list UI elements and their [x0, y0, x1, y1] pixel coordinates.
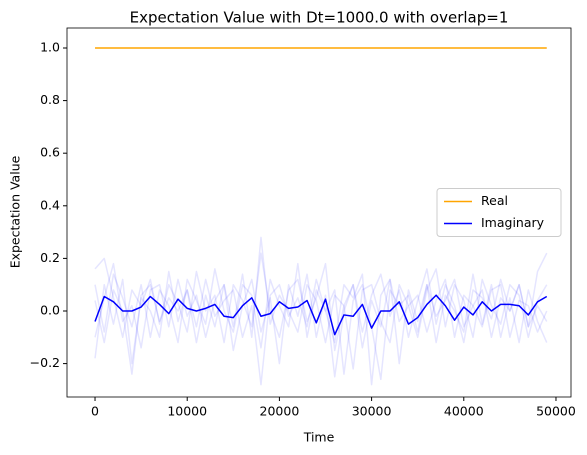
x-tick-label: 20000 — [260, 404, 300, 419]
series-line — [94, 236, 548, 370]
series-line — [94, 252, 548, 352]
x-tick-label: 10000 — [167, 404, 207, 419]
y-tick-label: 1.0 — [40, 39, 60, 54]
y-tick-label: 0.6 — [40, 145, 60, 160]
series-line — [94, 270, 548, 378]
x-tick-label: 50000 — [536, 404, 576, 419]
x-tick-label: 0 — [91, 404, 99, 419]
legend-box — [436, 188, 562, 237]
axes-frame — [66, 27, 572, 398]
legend-label: Real — [481, 193, 508, 208]
x-tick-label: 40000 — [444, 404, 484, 419]
y-tick-label: −0.2 — [30, 355, 60, 370]
y-tick-label: 0.4 — [40, 197, 60, 212]
series-line — [94, 294, 548, 336]
x-axis-label: Time — [303, 430, 335, 445]
y-tick-label: 0.2 — [40, 250, 60, 265]
y-tick-label: 0.0 — [40, 302, 60, 317]
y-tick-label: 0.8 — [40, 92, 60, 107]
legend-label: Imaginary — [481, 215, 545, 230]
y-axis-label: Expectation Value — [8, 155, 23, 268]
chart-title: Expectation Value with Dt=1000.0 with ov… — [130, 9, 509, 27]
series-line — [94, 278, 548, 386]
x-tick-label: 30000 — [352, 404, 392, 419]
